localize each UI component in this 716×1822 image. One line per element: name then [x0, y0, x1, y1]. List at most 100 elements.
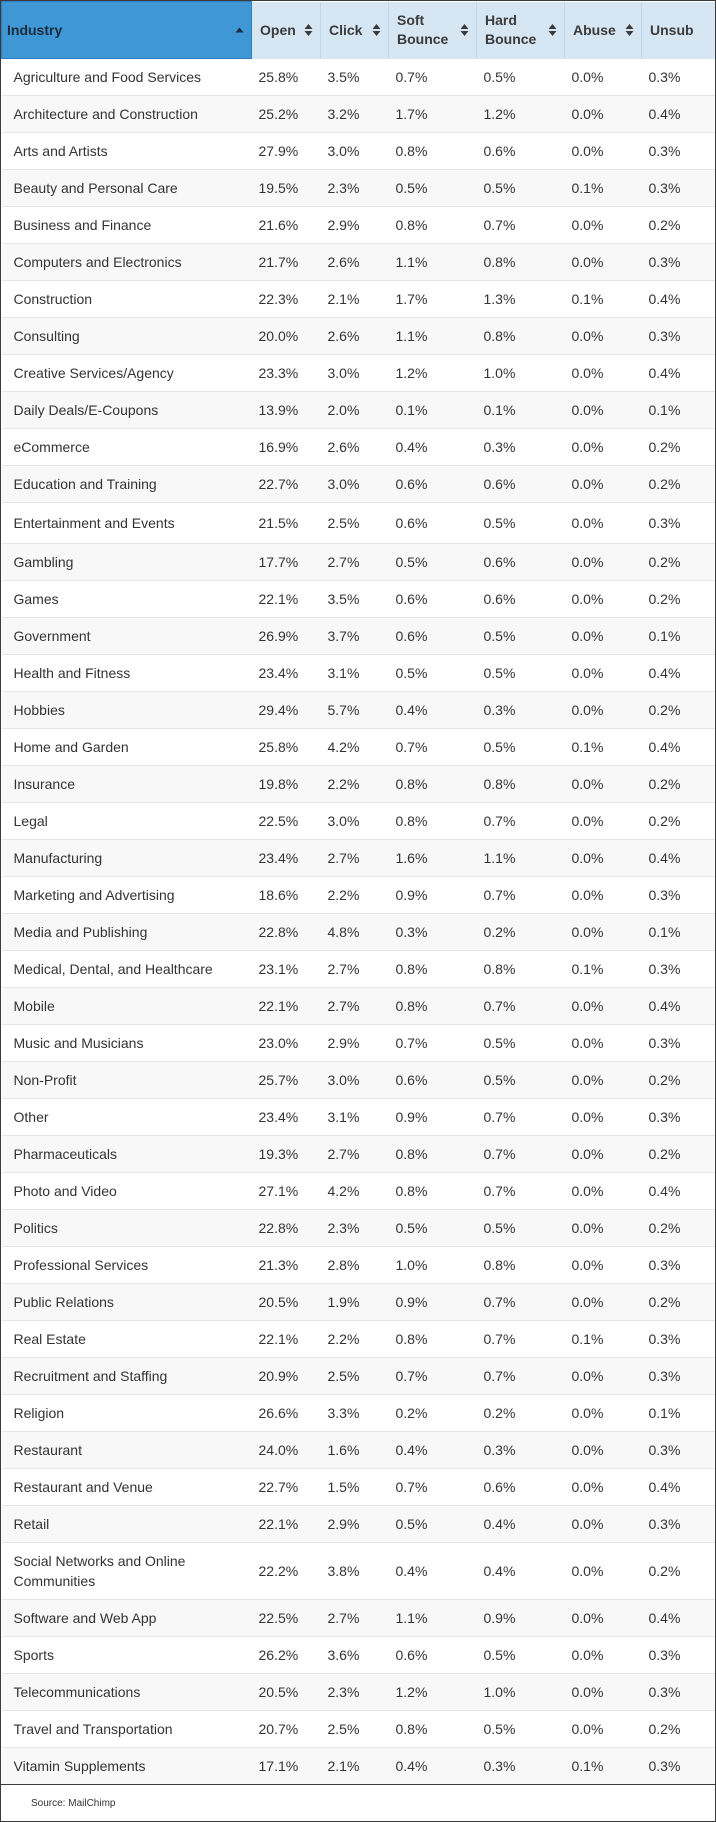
industry-cell: Government [1, 617, 252, 655]
click-cell: 1.6% [320, 1431, 389, 1469]
industry-cell: Sports [1, 1636, 252, 1674]
column-header-open[interactable]: Open [251, 1, 321, 59]
unsub-cell: 0.2% [641, 1283, 715, 1321]
open-cell: 22.1% [251, 987, 321, 1025]
open-cell: 25.8% [251, 728, 321, 766]
abuse-cell: 0.0% [564, 654, 642, 692]
soft-cell: 0.5% [388, 654, 477, 692]
open-cell: 22.8% [251, 913, 321, 951]
soft-cell: 0.5% [388, 1209, 477, 1247]
soft-cell: 0.4% [388, 1542, 477, 1600]
industry-cell: Hobbies [1, 691, 252, 729]
industry-cell: Agriculture and Food Services [1, 58, 252, 96]
open-cell: 23.0% [251, 1024, 321, 1062]
click-cell: 2.2% [320, 876, 389, 914]
unsub-cell: 0.3% [641, 1636, 715, 1674]
industry-cell: Marketing and Advertising [1, 876, 252, 914]
table-row: Pharmaceuticals 19.3% 2.7% 0.8% 0.7% 0.0% 0.2% [1, 1135, 715, 1173]
click-cell: 2.7% [320, 1599, 389, 1637]
industry-cell: Vitamin Supplements [1, 1747, 252, 1785]
industry-cell: Pharmaceuticals [1, 1135, 252, 1173]
column-header-unsub[interactable]: Unsub [641, 1, 715, 59]
table-row: Telecommunications 20.5% 2.3% 1.2% 1.0% 0.0% 0… [1, 1673, 715, 1711]
sort-both-icon[interactable] [304, 24, 313, 37]
sort-both-icon[interactable] [548, 24, 557, 37]
abuse-cell: 0.0% [564, 391, 642, 429]
hard-cell: 0.5% [476, 502, 565, 544]
click-cell: 2.7% [320, 839, 389, 877]
unsub-cell: 0.1% [641, 391, 715, 429]
unsub-cell: 0.3% [641, 1024, 715, 1062]
soft-cell: 0.9% [388, 1283, 477, 1321]
click-cell: 3.6% [320, 1636, 389, 1674]
column-header-industry[interactable]: Industry [1, 1, 252, 59]
abuse-cell: 0.0% [564, 617, 642, 655]
abuse-cell: 0.0% [564, 876, 642, 914]
hard-cell: 1.3% [476, 280, 565, 318]
soft-cell: 0.5% [388, 543, 477, 581]
abuse-cell: 0.0% [564, 1431, 642, 1469]
column-header-soft[interactable]: Soft Bounce [388, 1, 477, 59]
open-cell: 26.2% [251, 1636, 321, 1674]
industry-cell: Daily Deals/E-Coupons [1, 391, 252, 429]
soft-cell: 0.7% [388, 1357, 477, 1395]
soft-cell: 0.6% [388, 1061, 477, 1099]
click-cell: 2.7% [320, 543, 389, 581]
hard-cell: 0.5% [476, 728, 565, 766]
industry-cell: Restaurant and Venue [1, 1468, 252, 1506]
table-row: Home and Garden 25.8% 4.2% 0.7% 0.5% 0.1% 0.4% [1, 728, 715, 766]
column-header-abuse[interactable]: Abuse [564, 1, 642, 59]
click-cell: 2.3% [320, 1209, 389, 1247]
unsub-cell: 0.2% [641, 802, 715, 840]
open-cell: 25.2% [251, 95, 321, 133]
sort-both-icon[interactable] [372, 24, 381, 37]
unsub-cell: 0.2% [641, 1135, 715, 1173]
soft-cell: 0.8% [388, 1710, 477, 1748]
open-cell: 27.1% [251, 1172, 321, 1210]
column-header-hard[interactable]: Hard Bounce [476, 1, 565, 59]
sort-both-icon[interactable] [625, 24, 634, 37]
abuse-cell: 0.1% [564, 169, 642, 207]
table-row: Business and Finance 21.6% 2.9% 0.8% 0.7% 0.0… [1, 206, 715, 244]
open-cell: 20.7% [251, 1710, 321, 1748]
table-row: Non-Profit 25.7% 3.0% 0.6% 0.5% 0.0% 0.2% [1, 1061, 715, 1099]
open-cell: 19.5% [251, 169, 321, 207]
open-cell: 23.4% [251, 1098, 321, 1136]
industry-cell: Politics [1, 1209, 252, 1247]
soft-cell: 1.1% [388, 317, 477, 355]
click-cell: 3.7% [320, 617, 389, 655]
column-header-click[interactable]: Click [320, 1, 389, 59]
hard-cell: 0.7% [476, 876, 565, 914]
click-cell: 3.0% [320, 802, 389, 840]
click-cell: 2.7% [320, 950, 389, 988]
industry-cell: Software and Web App [1, 1599, 252, 1637]
table-row: Restaurant and Venue 22.7% 1.5% 0.7% 0.6% 0.0… [1, 1468, 715, 1506]
unsub-cell: 0.2% [641, 428, 715, 466]
soft-cell: 0.2% [388, 1394, 477, 1432]
abuse-cell: 0.1% [564, 728, 642, 766]
hard-cell: 0.8% [476, 950, 565, 988]
open-cell: 17.1% [251, 1747, 321, 1785]
hard-cell: 0.5% [476, 169, 565, 207]
open-cell: 19.3% [251, 1135, 321, 1173]
hard-cell: 0.4% [476, 1505, 565, 1543]
sort-both-icon[interactable] [460, 24, 469, 37]
sort-ascending-icon[interactable] [235, 24, 244, 37]
table-row: Education and Training 22.7% 3.0% 0.6% 0.6% 0… [1, 465, 715, 503]
unsub-cell: 0.3% [641, 169, 715, 207]
unsub-cell: 0.4% [641, 280, 715, 318]
table-row: Entertainment and Events 21.5% 2.5% 0.6% 0.5… [1, 502, 715, 544]
click-cell: 2.1% [320, 280, 389, 318]
source-note: Source: MailChimp [31, 1798, 116, 1809]
soft-cell: 0.6% [388, 465, 477, 503]
industry-cell: Gambling [1, 543, 252, 581]
industry-cell: Non-Profit [1, 1061, 252, 1099]
hard-cell: 0.9% [476, 1599, 565, 1637]
table-header: Industry Open Click Soft Bounce Hard Bounce A… [1, 1, 715, 59]
abuse-cell: 0.0% [564, 802, 642, 840]
unsub-cell: 0.4% [641, 654, 715, 692]
abuse-cell: 0.0% [564, 1468, 642, 1506]
column-header-label: Soft Bounce [397, 12, 449, 47]
hard-cell: 0.8% [476, 243, 565, 281]
